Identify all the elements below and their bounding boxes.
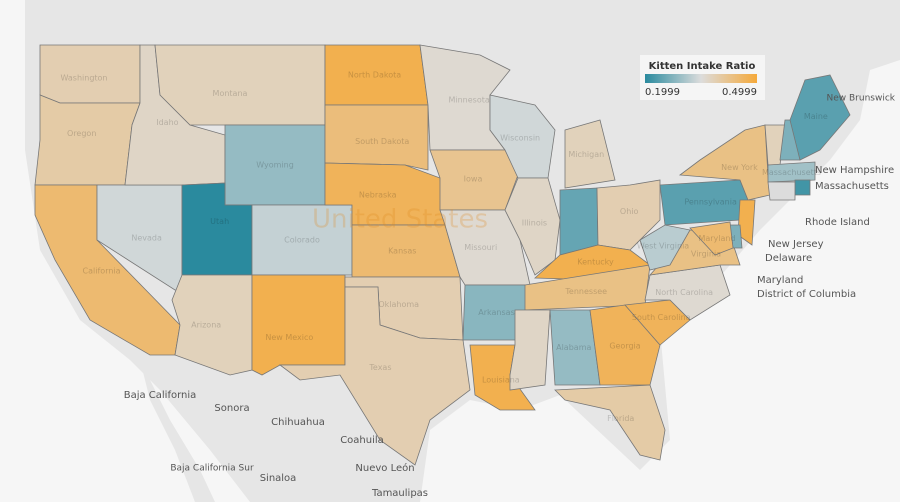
- state-name: Maine: [804, 112, 828, 121]
- place-label: Chihuahua: [271, 417, 325, 428]
- place-label: Delaware: [765, 253, 812, 264]
- legend-max: 0.4999: [722, 87, 757, 98]
- state-name: Oklahoma: [378, 300, 419, 309]
- states: Washington Oregon California Nevada Idaho Mon…: [34, 44, 851, 466]
- state-name: Michigan: [568, 150, 604, 159]
- legend-title: Kitten Intake Ratio: [649, 61, 756, 72]
- place-label: New Hampshire: [815, 165, 894, 176]
- state-name: Virginia: [691, 250, 721, 259]
- state-name: Tennessee: [564, 287, 607, 296]
- state-name: Massachusetts: [762, 168, 821, 177]
- state: [278, 286, 471, 466]
- baja-land: [140, 360, 215, 502]
- state-name: Arizona: [191, 321, 221, 330]
- state-name: Nevada: [131, 234, 162, 243]
- state-name: New York: [721, 163, 758, 172]
- state-name: Utah: [210, 217, 229, 226]
- state-name: Illinois: [522, 219, 547, 228]
- state: [504, 177, 561, 276]
- state: [34, 94, 141, 186]
- place-label: Rhode Island: [805, 217, 870, 228]
- country-label: United States: [312, 205, 488, 235]
- state-name: West Virginia: [637, 242, 689, 251]
- legend-min: 0.1999: [645, 87, 680, 98]
- place-label: Baja California Sur: [170, 464, 254, 474]
- state: [154, 44, 326, 126]
- state-name: Louisiana: [482, 376, 520, 385]
- state-name: California: [83, 267, 121, 276]
- state-name: Montana: [213, 89, 248, 98]
- place-label: Baja California: [124, 390, 197, 401]
- state: [689, 221, 734, 256]
- state-name: Ohio: [620, 207, 639, 216]
- state-name: Missouri: [464, 243, 497, 252]
- state-name: Kentucky: [577, 258, 614, 267]
- state: [737, 199, 756, 246]
- legend: Kitten Intake Ratio 0.1999 0.4999: [640, 55, 765, 100]
- state-name: Pennsylvania: [684, 198, 737, 207]
- place-label: New Jersey: [768, 239, 824, 250]
- state-name: Florida: [607, 414, 634, 423]
- state: [559, 187, 599, 256]
- state-name: Arkansas: [478, 308, 514, 317]
- state-name: New Mexico: [265, 333, 313, 342]
- place-label: Sinaloa: [260, 473, 297, 484]
- state-name: Kansas: [388, 247, 416, 256]
- state: [767, 161, 816, 183]
- state-name: Maryland: [698, 234, 735, 243]
- state-name: South Dakota: [355, 137, 409, 146]
- place-label: Maryland: [757, 275, 803, 286]
- state: [564, 119, 616, 189]
- state: [767, 181, 796, 201]
- state: [251, 274, 346, 376]
- state-name: Georgia: [609, 342, 640, 351]
- place-label: New Brunswick: [827, 94, 896, 104]
- state: [639, 224, 691, 271]
- state: [554, 384, 666, 461]
- state-name: Wisconsin: [500, 134, 540, 143]
- state-name: Alabama: [556, 343, 591, 352]
- state-name: Nebraska: [359, 191, 397, 200]
- place-label: Tamaulipas: [371, 488, 428, 499]
- state-name: Iowa: [464, 174, 483, 183]
- state-name: Colorado: [284, 236, 320, 245]
- state-name: South Carolina: [632, 313, 691, 322]
- place-label: Nuevo León: [355, 462, 414, 474]
- state-name: Washington: [60, 74, 107, 83]
- state: [789, 74, 851, 161]
- state-name: Idaho: [156, 118, 178, 127]
- state-name: North Carolina: [655, 288, 713, 297]
- state-name: Wyoming: [256, 161, 294, 170]
- state: [794, 179, 811, 196]
- state: [324, 104, 429, 171]
- state-name: Texas: [368, 363, 391, 372]
- place-label: District of Columbia: [757, 289, 856, 300]
- place-label: Sonora: [214, 403, 249, 414]
- place-label: Massachusetts: [815, 181, 889, 192]
- legend-bar: [645, 74, 757, 83]
- place-label: Coahuila: [340, 435, 384, 446]
- state-name: Oregon: [67, 129, 96, 138]
- state-name: North Dakota: [348, 71, 401, 80]
- state-name: Minnesota: [448, 96, 489, 105]
